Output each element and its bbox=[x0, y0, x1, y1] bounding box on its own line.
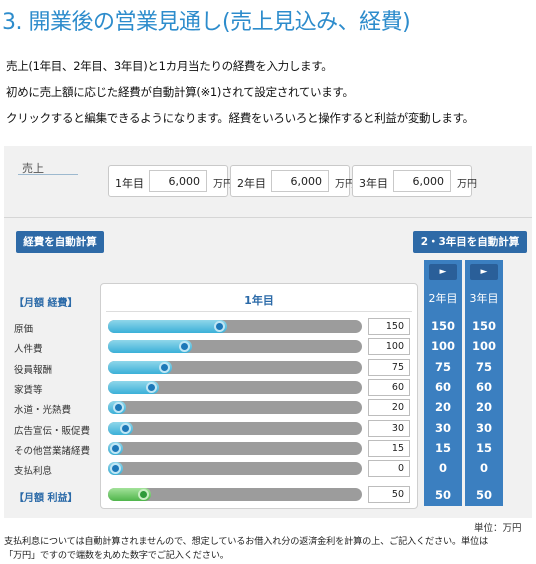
year3-column bbox=[465, 260, 503, 506]
expense-year2-value: 75 bbox=[434, 360, 451, 374]
expense-year1-input[interactable] bbox=[368, 460, 410, 477]
expense-year1-input[interactable] bbox=[368, 420, 410, 437]
expense-row-label: 水道・光熱費 bbox=[14, 405, 72, 416]
expense-year3-value: 75 bbox=[475, 360, 492, 374]
expense-row-label: 広告宣伝・販促費 bbox=[14, 426, 91, 437]
expense-slider[interactable] bbox=[108, 361, 362, 374]
year3-expand-arrow-icon[interactable]: ► bbox=[470, 264, 498, 280]
expense-year1-input[interactable] bbox=[368, 399, 410, 416]
footnote-line-1: 支払利息については自動計算されませんので、想定しているお借入れ分の返済金利を計算… bbox=[4, 536, 488, 547]
intro-line-3: クリックすると編集できるようになります。経費をいろいろと操作すると利益が変動しま… bbox=[6, 111, 474, 125]
expense-year2-value: 150 bbox=[430, 319, 455, 333]
expense-slider[interactable] bbox=[108, 381, 362, 394]
profit-header: 【月額 利益】 bbox=[14, 493, 78, 504]
expense-slider[interactable] bbox=[108, 422, 362, 435]
sales-label: 売上 bbox=[22, 162, 44, 175]
expense-year1-input[interactable] bbox=[368, 318, 410, 335]
year2-expand-arrow-icon[interactable]: ► bbox=[429, 264, 457, 280]
sales-year1-label: 1年目 bbox=[115, 177, 144, 190]
year2-column bbox=[424, 260, 462, 506]
profit-year2-value: 50 bbox=[434, 488, 451, 502]
expense-row-label: 人件費 bbox=[14, 344, 43, 355]
year2-header: 2年目 bbox=[428, 292, 458, 305]
expense-year2-value: 20 bbox=[434, 400, 451, 414]
sales-year3-box: 3年目 万円 bbox=[352, 165, 477, 197]
profit-year3-value: 50 bbox=[475, 488, 492, 502]
sales-year2-box: 2年目 万円 bbox=[230, 165, 355, 197]
sales-year2-unit: 万円 bbox=[335, 179, 355, 190]
expense-slider-knob[interactable] bbox=[179, 341, 190, 352]
expense-year3-value: 0 bbox=[479, 461, 488, 475]
sales-underline bbox=[18, 174, 78, 175]
expense-slider-knob[interactable] bbox=[159, 362, 170, 373]
year1-header-divider bbox=[106, 311, 412, 312]
expense-slider[interactable] bbox=[108, 442, 362, 455]
expense-year1-input[interactable] bbox=[368, 338, 410, 355]
sales-year2-label: 2年目 bbox=[237, 177, 266, 190]
expense-year1-input[interactable] bbox=[368, 440, 410, 457]
expense-year3-value: 150 bbox=[471, 319, 496, 333]
unit-label: 単位：万円 bbox=[474, 523, 522, 534]
expense-year2-value: 0 bbox=[438, 461, 447, 475]
expense-slider-fill bbox=[108, 361, 172, 374]
expense-row-label: 家賃等 bbox=[14, 385, 43, 396]
expense-year2-value: 15 bbox=[434, 441, 451, 455]
expense-slider-knob[interactable] bbox=[146, 382, 157, 393]
expense-year3-value: 100 bbox=[471, 339, 496, 353]
profit-year1-value bbox=[368, 486, 410, 503]
section-divider bbox=[4, 217, 532, 218]
sales-year3-unit: 万円 bbox=[457, 179, 477, 190]
expense-slider-fill bbox=[108, 320, 227, 333]
auto-calc-year2-3-button[interactable]: 2・3年目を自動計算 bbox=[413, 231, 527, 253]
expense-year2-value: 100 bbox=[430, 339, 455, 353]
expense-row-label: その他営業諸経費 bbox=[14, 446, 91, 457]
sales-year2-input[interactable] bbox=[271, 170, 329, 192]
expense-slider-knob[interactable] bbox=[110, 463, 121, 474]
expense-header: 【月額 経費】 bbox=[14, 298, 78, 309]
page-title: 3. 開業後の営業見通し(売上見込み、経費) bbox=[2, 10, 411, 35]
expense-slider[interactable] bbox=[108, 340, 362, 353]
expense-slider-fill bbox=[108, 340, 192, 353]
intro-line-2: 初めに売上額に応じた経費が自動計算(※1)されて設定されています。 bbox=[6, 85, 354, 99]
auto-calc-expenses-button[interactable]: 経費を自動計算 bbox=[16, 231, 104, 253]
expense-year3-value: 30 bbox=[475, 421, 492, 435]
expense-year3-value: 60 bbox=[475, 380, 492, 394]
sales-year1-box: 1年目 万円 bbox=[108, 165, 233, 197]
expense-slider-knob[interactable] bbox=[120, 423, 131, 434]
expense-slider-knob[interactable] bbox=[214, 321, 225, 332]
expense-year1-input[interactable] bbox=[368, 359, 410, 376]
intro-line-1: 売上(1年目、2年目、3年目)と1カ月当たりの経費を入力します。 bbox=[6, 59, 333, 73]
sales-year3-label: 3年目 bbox=[359, 177, 388, 190]
expense-slider-knob[interactable] bbox=[110, 443, 121, 454]
expense-year2-value: 60 bbox=[434, 380, 451, 394]
expense-year3-value: 20 bbox=[475, 400, 492, 414]
footnote-line-2: 「万円」ですので端数を丸めた数字でご記入ください。 bbox=[4, 550, 229, 561]
expense-row-label: 支払利息 bbox=[14, 466, 53, 477]
profit-bar bbox=[108, 488, 362, 501]
year1-header: 1年目 bbox=[244, 294, 274, 307]
expense-slider-knob[interactable] bbox=[113, 402, 124, 413]
expense-row-label: 原価 bbox=[14, 324, 34, 335]
expense-year3-value: 15 bbox=[475, 441, 492, 455]
profit-bar-knob bbox=[138, 489, 149, 500]
expense-slider[interactable] bbox=[108, 462, 362, 475]
expense-slider[interactable] bbox=[108, 320, 362, 333]
expense-year2-value: 30 bbox=[434, 421, 451, 435]
sales-year3-input[interactable] bbox=[393, 170, 451, 192]
expense-slider[interactable] bbox=[108, 401, 362, 414]
expense-year1-input[interactable] bbox=[368, 379, 410, 396]
year3-header: 3年目 bbox=[469, 292, 499, 305]
sales-year1-input[interactable] bbox=[149, 170, 207, 192]
expense-row-label: 役員報酬 bbox=[14, 365, 53, 376]
sales-year1-unit: 万円 bbox=[213, 179, 233, 190]
